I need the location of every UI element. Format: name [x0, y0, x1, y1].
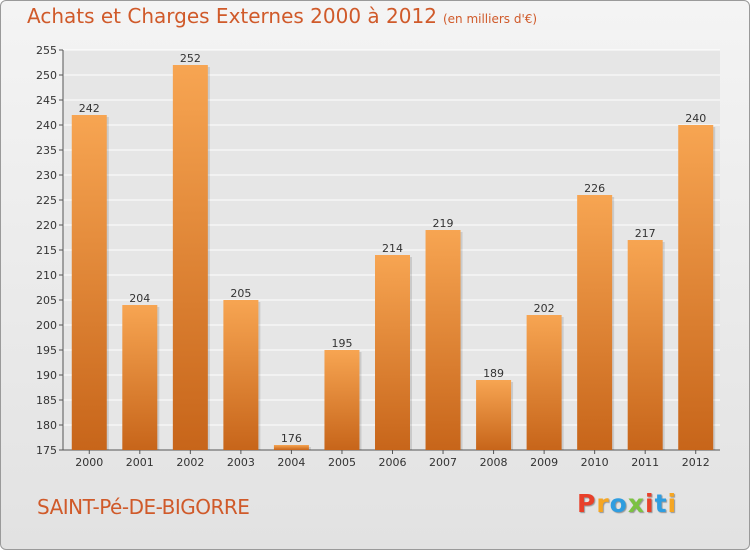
x-tick-label: 2006: [379, 456, 407, 469]
bar-2009: [526, 315, 562, 450]
y-tick-label: 190: [36, 369, 57, 382]
x-tick-label: 2009: [530, 456, 558, 469]
x-tick-label: 2001: [126, 456, 154, 469]
y-tick-label: 175: [36, 444, 57, 457]
bar-2000: [71, 115, 107, 450]
y-tick-label: 215: [36, 244, 57, 257]
x-tick-label: 2003: [227, 456, 255, 469]
x-tick-label: 2000: [75, 456, 103, 469]
x-tick-label: 2012: [682, 456, 710, 469]
logo-letter: i: [667, 489, 678, 518]
value-label: 242: [79, 102, 100, 115]
chart-title: Achats et Charges Externes 2000 à 2012 (e…: [27, 4, 537, 28]
bar-2007: [425, 230, 461, 450]
logo-letter: t: [654, 489, 668, 518]
y-tick-label: 195: [36, 344, 57, 357]
y-tick-label: 225: [36, 194, 57, 207]
commune-name: SAINT-Pé-DE-BIGORRE: [37, 495, 250, 519]
y-tick-label: 245: [36, 94, 57, 107]
value-label: 252: [180, 52, 201, 65]
logo-letter: o: [609, 489, 628, 518]
y-tick-label: 205: [36, 294, 57, 307]
y-tick-label: 255: [36, 44, 57, 57]
value-label: 217: [635, 227, 656, 240]
y-tick-label: 180: [36, 419, 57, 432]
chart-title-text: Achats et Charges Externes 2000 à 2012: [27, 4, 437, 28]
bar-2011: [627, 240, 663, 450]
value-label: 204: [129, 292, 150, 305]
logo-letter: r: [596, 489, 610, 518]
x-tick-label: 2011: [631, 456, 659, 469]
y-tick-label: 185: [36, 394, 57, 407]
value-label: 195: [331, 337, 352, 350]
bar-2010: [577, 195, 613, 450]
bar-2012: [678, 125, 714, 450]
y-tick-label: 220: [36, 219, 57, 232]
value-label: 202: [534, 302, 555, 315]
logo-letter: i: [645, 489, 655, 518]
bar-2003: [223, 300, 259, 450]
bar-2005: [324, 350, 360, 450]
x-tick-label: 2002: [176, 456, 204, 469]
value-label: 214: [382, 242, 403, 255]
proxiti-logo: Proxiti: [577, 489, 677, 518]
bar-2004: [273, 445, 309, 450]
value-label: 240: [685, 112, 706, 125]
bar-2006: [375, 255, 410, 450]
y-tick-label: 235: [36, 144, 57, 157]
y-tick-label: 230: [36, 169, 57, 182]
value-label: 189: [483, 367, 504, 380]
chart-unit: (en milliers d'€): [442, 12, 538, 26]
x-tick-label: 2010: [581, 456, 609, 469]
y-tick-label: 200: [36, 319, 57, 332]
bar-2002: [172, 65, 208, 450]
logo-letter: x: [627, 489, 645, 518]
value-label: 219: [433, 217, 454, 230]
y-tick-label: 240: [36, 119, 57, 132]
value-label: 226: [584, 182, 605, 195]
value-label: 176: [281, 432, 302, 445]
y-tick-label: 250: [36, 69, 57, 82]
bar-2008: [476, 380, 512, 450]
x-tick-label: 2005: [328, 456, 356, 469]
bar-2001: [122, 305, 158, 450]
x-tick-label: 2008: [480, 456, 508, 469]
logo-letter: P: [577, 489, 597, 518]
y-tick-label: 210: [36, 269, 57, 282]
x-tick-label: 2004: [277, 456, 305, 469]
x-tick-label: 2007: [429, 456, 457, 469]
value-label: 205: [230, 287, 251, 300]
